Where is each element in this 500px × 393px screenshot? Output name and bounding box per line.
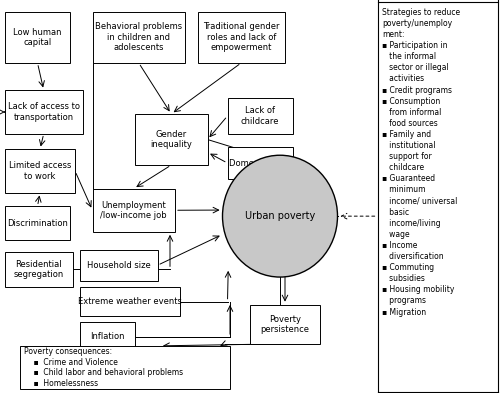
FancyBboxPatch shape	[5, 12, 70, 63]
FancyBboxPatch shape	[92, 189, 175, 232]
Text: Residential
segregation: Residential segregation	[14, 259, 64, 279]
FancyBboxPatch shape	[5, 206, 70, 240]
Text: Discrimination: Discrimination	[7, 219, 68, 228]
Text: Limited access
to work: Limited access to work	[9, 161, 71, 181]
Text: Lack of
childcare: Lack of childcare	[241, 106, 279, 126]
Text: Behavioral problems
in children and
adolescents: Behavioral problems in children and adol…	[95, 22, 182, 52]
Text: Domestic work: Domestic work	[228, 159, 292, 167]
FancyBboxPatch shape	[92, 12, 185, 63]
Text: Poverty
persistence: Poverty persistence	[260, 314, 310, 334]
FancyBboxPatch shape	[228, 98, 292, 134]
FancyBboxPatch shape	[80, 322, 135, 352]
Text: Unemployment
/low-income job: Unemployment /low-income job	[100, 200, 167, 220]
Text: Gender
inequality: Gender inequality	[150, 130, 192, 149]
FancyBboxPatch shape	[5, 90, 82, 134]
FancyBboxPatch shape	[80, 250, 158, 281]
Text: Extreme weather events: Extreme weather events	[78, 297, 182, 306]
FancyBboxPatch shape	[5, 252, 72, 287]
FancyBboxPatch shape	[250, 305, 320, 344]
FancyBboxPatch shape	[198, 12, 285, 63]
Text: Household size: Household size	[87, 261, 150, 270]
Text: Poverty consequences:
    ▪  Crime and Violence
    ▪  Child labor and behaviora: Poverty consequences: ▪ Crime and Violen…	[24, 347, 183, 387]
Ellipse shape	[222, 155, 338, 277]
Text: Low human
capital: Low human capital	[13, 28, 62, 47]
FancyBboxPatch shape	[135, 114, 208, 165]
Text: Inflation: Inflation	[90, 332, 125, 342]
FancyBboxPatch shape	[5, 149, 75, 193]
Text: Urban poverty: Urban poverty	[245, 211, 315, 221]
Text: Traditional gender
roles and lack of
empowerment: Traditional gender roles and lack of emp…	[203, 22, 280, 52]
FancyBboxPatch shape	[20, 346, 230, 389]
Text: Strategies to reduce
poverty/unemploy
ment:
▪ Participation in
   the informal
 : Strategies to reduce poverty/unemploy me…	[382, 8, 460, 316]
Text: Lack of access to
transportation: Lack of access to transportation	[8, 102, 80, 122]
FancyBboxPatch shape	[80, 287, 180, 316]
FancyBboxPatch shape	[228, 147, 292, 179]
